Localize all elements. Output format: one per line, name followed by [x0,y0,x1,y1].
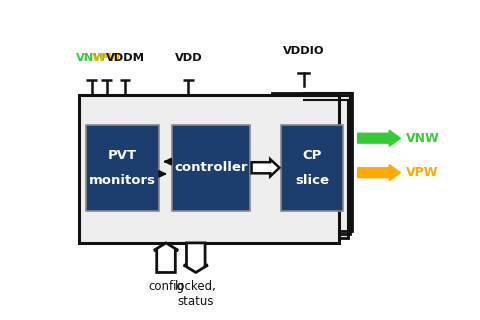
Text: VPW: VPW [406,166,438,179]
Text: VDDIO: VDDIO [283,46,324,56]
Text: config: config [148,280,184,293]
Text: slice: slice [295,173,329,187]
Text: VNW: VNW [76,53,107,63]
Text: locked,: locked, [175,280,216,293]
Text: controller: controller [174,161,247,174]
Polygon shape [154,243,178,273]
Text: status: status [178,295,214,308]
Text: VDD: VDD [174,53,202,63]
Text: monitors: monitors [89,173,156,187]
Bar [268,100,348,238]
Bar [270,96,350,234]
Bar [272,92,352,231]
Text: PVT: PVT [108,149,137,162]
Text: VDDM: VDDM [106,53,144,63]
Text: VPW: VPW [92,53,121,63]
Bar [86,124,158,211]
Text: VNW: VNW [406,132,440,145]
Polygon shape [252,159,279,176]
Bar [172,124,250,211]
Polygon shape [184,243,208,273]
Polygon shape [358,130,400,146]
Polygon shape [358,165,400,181]
Text: CP: CP [302,149,322,162]
Bar [281,124,343,211]
Bar [79,95,339,243]
